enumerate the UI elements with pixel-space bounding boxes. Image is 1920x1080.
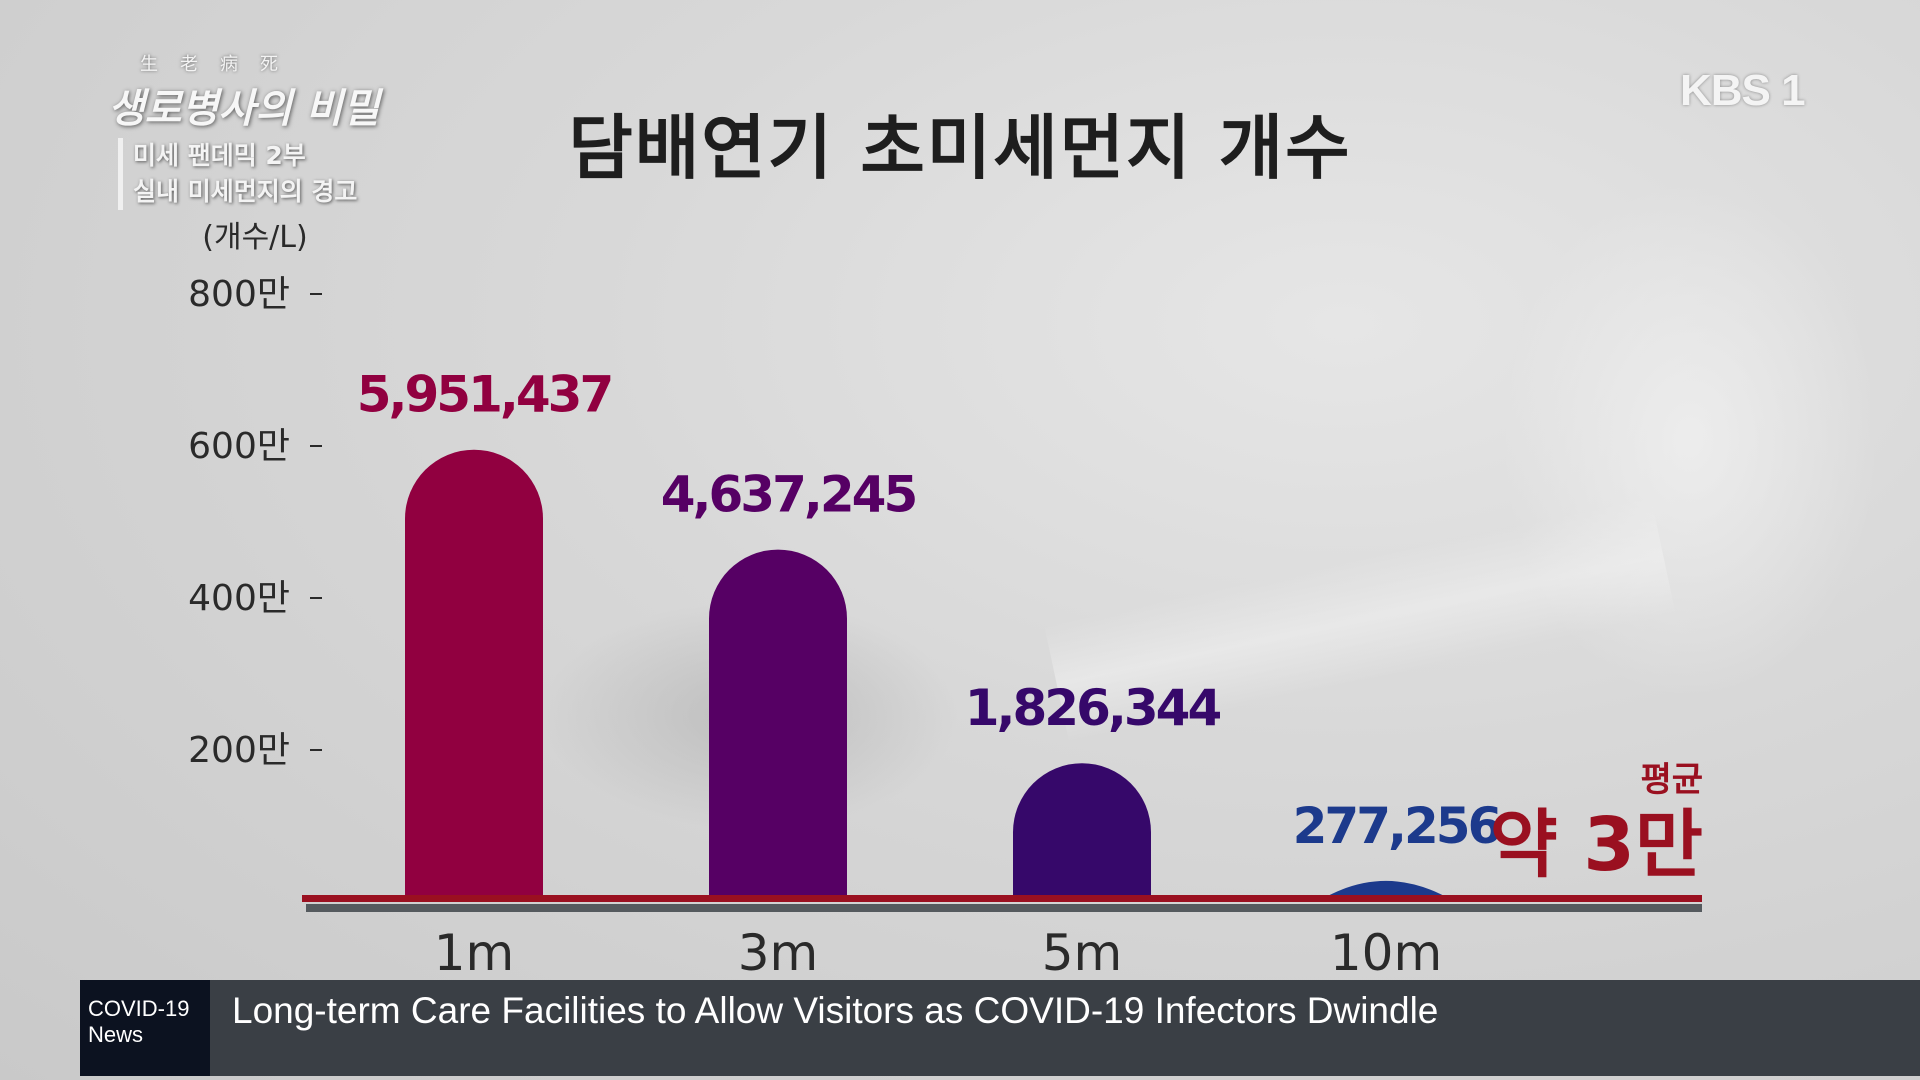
show-logo: 生老病死 생로병사의 비밀 (108, 50, 438, 134)
bar-value-label: 5,951,437 (357, 366, 612, 424)
bar-value-label: 277,256 (1293, 797, 1501, 855)
y-tick-label: 400만 (188, 578, 290, 619)
bar (709, 549, 847, 902)
x-tick-label: 3m (738, 924, 819, 982)
ticker-tag: COVID-19 News (80, 980, 210, 1076)
kbs-channel-logo: KBS 1 (1680, 66, 1806, 115)
show-name: 생로병사의 비밀 (108, 85, 380, 132)
reference-line (302, 895, 1702, 902)
x-tick-label: 1m (434, 924, 515, 982)
chart-title: 담배연기 초미세먼지 개수 (568, 107, 1352, 189)
bar (405, 449, 543, 902)
reference-label-top: 평균 (1640, 760, 1703, 800)
reference-label-main: 약 3만 (1490, 802, 1703, 888)
ticker-headline: Long-term Care Facilities to Allow Visit… (232, 990, 1439, 1031)
y-tick-label: 600만 (188, 426, 290, 467)
bar (1013, 763, 1151, 902)
bar-value-label: 4,637,245 (661, 466, 916, 524)
y-tick-label: 800만 (188, 274, 290, 315)
show-hanja: 生老病死 (140, 54, 300, 75)
episode-caption: 미세 팬데믹 2부 실내 미세먼지의 경고 (118, 138, 357, 210)
episode-line-1: 미세 팬데믹 2부 (133, 141, 306, 170)
bar-value-label: 1,826,344 (965, 679, 1221, 737)
y-axis-label: (개수/L) (202, 220, 307, 255)
x-tick-label: 10m (1330, 924, 1442, 982)
x-axis-baseline (306, 904, 1702, 912)
x-tick-label: 5m (1042, 924, 1123, 982)
background-hand (1500, 180, 1880, 700)
episode-line-2: 실내 미세먼지의 경고 (133, 177, 358, 206)
y-tick-label: 200만 (188, 730, 290, 771)
news-ticker: COVID-19 News Long-term Care Facilities … (80, 980, 1920, 1076)
